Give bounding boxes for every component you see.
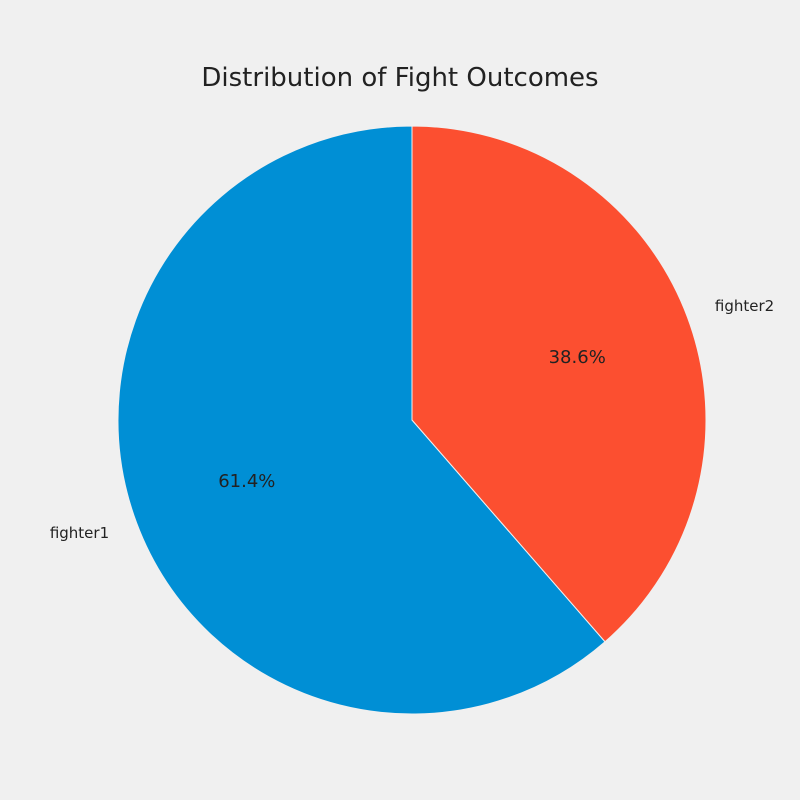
chart-title: Distribution of Fight Outcomes xyxy=(201,63,599,93)
pie-slice-fighter2 xyxy=(411,125,707,643)
category-label-fighter2: fighter2 xyxy=(715,297,774,315)
pie-slices xyxy=(117,125,707,715)
percent-label-fighter2: 38.6% xyxy=(549,347,606,368)
category-label-fighter1: fighter1 xyxy=(50,524,109,542)
pie-labels: fighter1 61.4% fighter2 38.6% xyxy=(50,297,774,542)
percent-label-fighter1: 61.4% xyxy=(218,471,275,492)
pie-slice-fighter1 xyxy=(117,125,606,715)
